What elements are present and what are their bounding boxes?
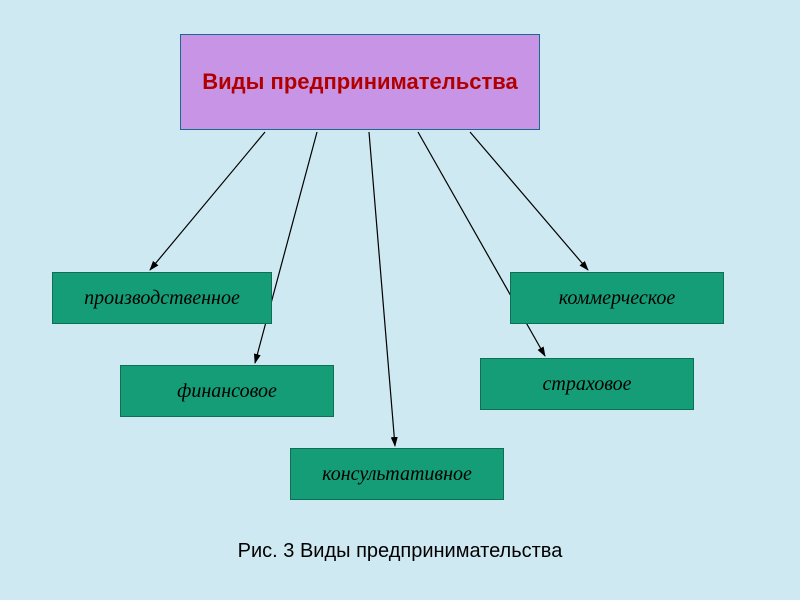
root-node: Виды предпринимательства	[180, 34, 540, 130]
child-node-label: страховое	[543, 373, 632, 396]
edge-arrow	[255, 132, 317, 363]
child-node-label: финансовое	[177, 380, 277, 403]
diagram-canvas: Виды предпринимательства производственно…	[0, 0, 800, 600]
edge-arrow	[470, 132, 588, 270]
child-node-consulting: консультативное	[290, 448, 504, 500]
figure-caption-text: Рис. 3 Виды предпринимательства	[238, 540, 563, 562]
child-node-label: производственное	[84, 287, 240, 310]
child-node-label: консультативное	[322, 463, 472, 486]
root-node-label: Виды предпринимательства	[202, 69, 517, 95]
child-node-commercial: коммерческое	[510, 272, 724, 324]
child-node-insurance: страховое	[480, 358, 694, 410]
child-node-label: коммерческое	[559, 287, 675, 310]
child-node-financial: финансовое	[120, 365, 334, 417]
child-node-production: производственное	[52, 272, 272, 324]
edge-arrow	[150, 132, 265, 270]
edge-arrow	[369, 132, 395, 446]
figure-caption: Рис. 3 Виды предпринимательства	[0, 540, 800, 563]
